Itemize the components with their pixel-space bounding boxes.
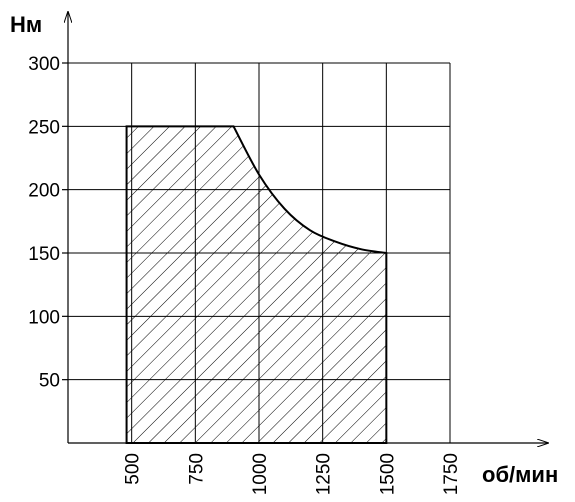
y-tick-label-100: 100	[28, 307, 60, 328]
x-tick-label-1250: 1250	[314, 453, 335, 495]
axes	[68, 12, 548, 443]
y-tick-label-200: 200	[28, 181, 60, 202]
y-tick-label-250: 250	[28, 117, 60, 138]
x-tick-label-1500: 1500	[377, 453, 398, 495]
operating-region	[125, 125, 388, 444]
x-tick-label-750: 750	[186, 453, 207, 485]
x-axis-title: об/мин	[482, 462, 558, 487]
hatched-operating-area	[125, 125, 388, 444]
x-tick-label-500: 500	[123, 453, 144, 485]
y-tick-label-150: 150	[28, 244, 60, 265]
y-axis-title: Нм	[10, 12, 42, 37]
y-tick-label-300: 300	[28, 54, 60, 75]
x-tick-label-1750: 1750	[441, 453, 462, 495]
x-tick-label-1000: 1000	[250, 453, 271, 495]
y-tick-label-50: 50	[39, 371, 60, 392]
tick-labels: 50 100 150 200 250 300 500 750 1000 1250 1500 1750	[28, 54, 462, 495]
